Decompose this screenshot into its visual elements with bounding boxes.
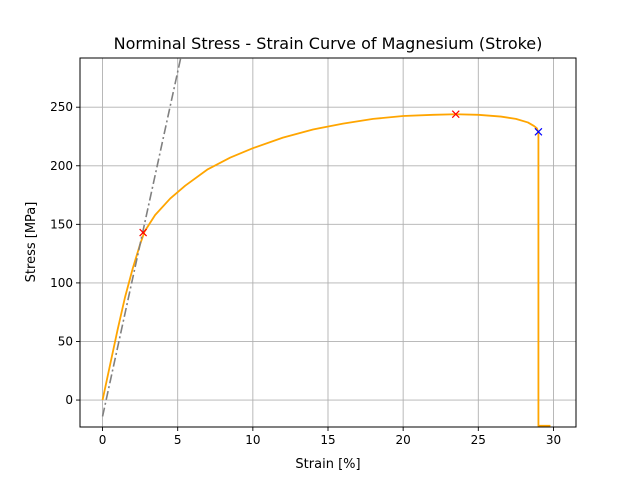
grid-layer <box>80 58 576 427</box>
y-tick-label: 0 <box>65 393 73 407</box>
marker-layer <box>139 110 543 237</box>
stress-strain-curve <box>101 113 551 427</box>
point-marker <box>139 228 148 237</box>
offset-line <box>101 58 182 417</box>
x-tick-label: 5 <box>174 433 182 447</box>
x-axis-label: Strain [%] <box>295 457 360 472</box>
y-tick-label: 100 <box>50 276 73 290</box>
x-tick-label: 25 <box>471 433 486 447</box>
x-tick-label: 0 <box>99 433 107 447</box>
x-tick-label: 15 <box>320 433 335 447</box>
chart-title: Norminal Stress - Strain Curve of Magnes… <box>114 34 543 53</box>
x-tick-label: 30 <box>546 433 561 447</box>
y-tick-label: 150 <box>50 217 73 231</box>
x-tick-label: 10 <box>245 433 260 447</box>
point-marker <box>451 110 460 119</box>
y-tick-label: 250 <box>50 100 73 114</box>
fracture-marker <box>534 127 543 136</box>
tick-layer: 0 5 10 15 20 25 30 0 50 100 150 200 250 <box>50 100 561 447</box>
y-axis-label: Stress [MPa] <box>24 202 39 283</box>
x-tick-label: 20 <box>396 433 411 447</box>
plot-area <box>101 58 551 427</box>
y-tick-label: 50 <box>58 334 73 348</box>
y-tick-label: 200 <box>50 159 73 173</box>
